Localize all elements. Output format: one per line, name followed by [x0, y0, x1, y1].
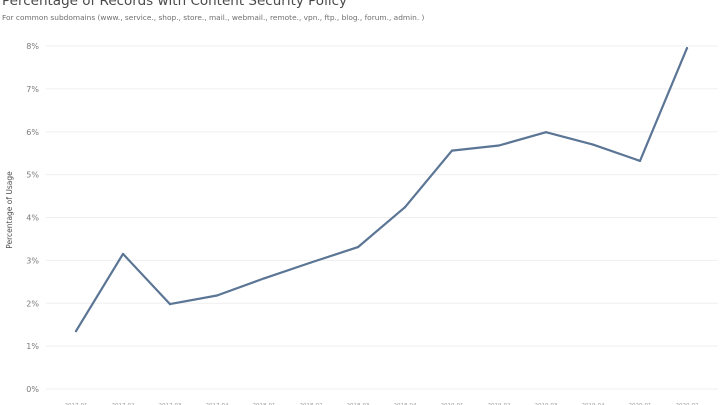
x-tick-label: 2017-04 [206, 403, 229, 405]
data-point [497, 144, 501, 147]
data-point [591, 143, 595, 146]
x-tick-label: 2019-04 [582, 403, 605, 405]
x-axis-ticks: 2017-01 2017-02 2017-03 2017-04 2018-01 2018-… [65, 403, 699, 405]
data-point [685, 47, 689, 50]
x-tick-label: 2018-03 [347, 403, 370, 405]
data-point [450, 149, 454, 152]
chart-title: Percentage of Records with Content Secur… [2, 0, 347, 9]
x-tick-label: 2019-01 [441, 403, 464, 405]
y-tick-label: 0% [26, 385, 39, 394]
data-point [121, 252, 125, 256]
y-axis-title: Percentage of Usage [5, 171, 14, 249]
y-tick-label: 3% [26, 256, 39, 265]
data-point [309, 261, 313, 264]
data-point [544, 131, 548, 134]
grid-lines [46, 45, 718, 390]
data-point [638, 159, 642, 163]
y-tick-label: 7% [26, 85, 39, 94]
data-point [74, 330, 78, 333]
x-tick-label: 2020-02 [676, 403, 699, 405]
y-tick-label: 4% [26, 214, 39, 223]
x-tick-label: 2019-03 [535, 403, 558, 405]
series-line [74, 47, 689, 333]
data-point [403, 206, 407, 209]
x-tick-label: 2018-01 [253, 403, 276, 405]
x-tick-label: 2020-01 [629, 403, 652, 405]
data-point [262, 277, 266, 280]
y-tick-label: 2% [26, 299, 39, 308]
x-tick-label: 2017-02 [112, 403, 135, 405]
y-tick-label: 8% [26, 42, 39, 51]
data-points [74, 47, 689, 333]
x-tick-label: 2017-03 [159, 403, 182, 405]
data-point [168, 303, 172, 306]
y-tick-label: 1% [26, 342, 39, 351]
x-tick-label: 2018-02 [300, 403, 323, 405]
x-tick-label: 2018-04 [394, 403, 417, 405]
chart-subtitle: For common subdomains (www., service., s… [2, 13, 425, 22]
y-tick-label: 5% [26, 171, 39, 180]
x-tick-label: 2017-01 [65, 403, 88, 405]
y-tick-label: 6% [26, 128, 39, 137]
data-point [356, 245, 360, 249]
y-axis-ticks: 0% 1% 2% 3% 4% 5% 6% 7% 8% [26, 42, 39, 394]
data-point [215, 294, 219, 297]
x-tick-label: 2019-02 [488, 403, 511, 405]
